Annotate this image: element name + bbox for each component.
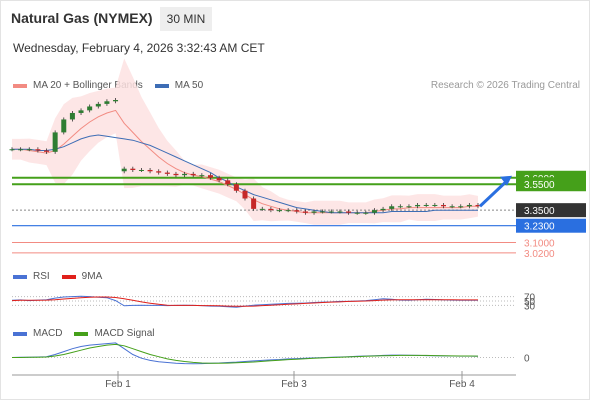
forecast-arrow — [478, 180, 508, 208]
candle — [164, 172, 170, 174]
chart-datetime: Wednesday, February 4, 2026 3:32:43 AM C… — [13, 41, 265, 55]
macd-legend-label: MACD — [33, 328, 63, 339]
rsi-swatch — [13, 274, 27, 279]
level-tag-3.2300: 3.2300 — [524, 222, 555, 233]
candle — [113, 100, 119, 102]
macd-swatch — [13, 331, 27, 336]
level-tag-bg-3.5500 — [516, 177, 586, 192]
macd-legend: MACD MACD Signal — [13, 328, 154, 339]
macd-signal-line — [12, 343, 479, 364]
candle — [173, 173, 179, 176]
rsi-ref-label-30: 30 — [524, 301, 536, 312]
ma50-legend-label: MA 50 — [174, 80, 204, 91]
candle — [294, 210, 300, 212]
rsi-ref-label-50: 50 — [524, 297, 536, 308]
candle — [397, 206, 403, 208]
candle — [440, 204, 446, 207]
candle — [277, 210, 283, 212]
candle — [311, 211, 317, 213]
candle — [138, 169, 144, 171]
macd-signal-swatch — [74, 331, 89, 336]
candle — [251, 198, 257, 209]
candle — [95, 103, 101, 107]
candle — [130, 168, 136, 170]
candle — [87, 106, 93, 111]
main-legend: MA 20 + Bollinger Bands MA 50 — [13, 80, 203, 91]
candle — [371, 210, 377, 213]
candle — [61, 119, 67, 133]
rsi-ma-line — [11, 296, 478, 307]
level-tag-bg-3.2300 — [516, 218, 586, 233]
candle — [346, 211, 352, 213]
candle — [259, 208, 265, 210]
candle — [389, 206, 395, 209]
macd-signal-legend-label: MACD Signal — [94, 328, 155, 339]
rsi-legend: RSI 9MA — [13, 271, 102, 282]
candle — [363, 212, 369, 214]
candle — [475, 204, 481, 207]
candle — [458, 206, 464, 208]
level-tag-3.0200: 3.0200 — [524, 249, 555, 260]
rsi-legend-label: RSI — [33, 271, 50, 282]
bollinger-band — [12, 58, 478, 225]
ma20-legend-label: MA 20 + Bollinger Bands — [33, 80, 143, 91]
level-tag-3.1000: 3.1000 — [524, 239, 555, 250]
candle — [104, 101, 110, 104]
ma50-swatch — [154, 83, 169, 88]
instrument-title: Natural Gas (NYMEX) — [11, 10, 153, 26]
level-tag-bg-3.3500 — [516, 203, 586, 218]
candle — [78, 110, 84, 113]
candle — [466, 204, 472, 207]
candle — [52, 132, 58, 152]
candle — [199, 175, 205, 177]
x-tick-label-Feb-1: Feb 1 — [105, 379, 131, 390]
copyright: Research © 2026 Trading Central — [430, 80, 580, 91]
candle — [121, 168, 127, 172]
candle — [233, 184, 239, 191]
rsi-ma-swatch — [61, 274, 76, 279]
level-tag-3.3500: 3.3500 — [524, 206, 555, 217]
candle — [44, 150, 50, 152]
candle — [9, 149, 15, 151]
candle — [320, 211, 326, 213]
candle — [69, 112, 75, 120]
candle — [432, 204, 438, 206]
candle — [35, 149, 41, 151]
candle — [147, 169, 153, 172]
candle — [285, 210, 291, 212]
candle — [26, 149, 32, 151]
x-tick-label-Feb-3: Feb 3 — [281, 379, 307, 390]
ma20-swatch — [13, 83, 27, 88]
candle — [242, 190, 248, 199]
timeframe-badge[interactable]: 30 MIN — [160, 7, 212, 31]
candle — [182, 173, 188, 176]
candle — [415, 204, 421, 207]
candle — [268, 208, 274, 211]
rsi-ma-legend-label: 9MA — [81, 271, 103, 282]
candle — [190, 173, 196, 176]
forecast-arrow-head — [500, 175, 512, 186]
level-tag-3.5500: 3.5500 — [524, 180, 555, 191]
candle — [216, 177, 222, 181]
macd-ref-label-0: 0 — [524, 353, 530, 364]
candle — [423, 204, 429, 206]
candle — [18, 149, 24, 151]
macd-line — [11, 342, 479, 365]
candle — [354, 212, 360, 214]
candle — [449, 206, 455, 208]
rsi-ref-label-70: 70 — [524, 293, 536, 304]
candle — [156, 171, 162, 173]
candle — [207, 175, 213, 178]
x-tick-label-Feb-4: Feb 4 — [449, 379, 475, 390]
candle — [225, 180, 231, 185]
candle — [406, 206, 412, 208]
candle — [380, 208, 386, 211]
candle — [302, 211, 308, 213]
candle — [337, 211, 343, 213]
candle — [328, 211, 334, 213]
